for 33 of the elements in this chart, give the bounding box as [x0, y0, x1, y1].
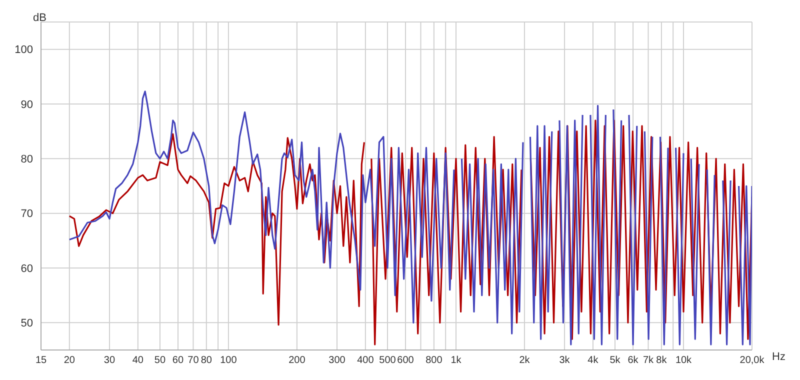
x-tick-label: 1k: [450, 355, 462, 366]
x-tick-label: 600: [397, 355, 414, 366]
x-tick-label: 20: [64, 355, 76, 366]
x-tick-label: 200: [288, 355, 306, 366]
x-tick-label: 500: [379, 355, 396, 366]
x-tick-label: 300: [328, 355, 346, 366]
x-tick-label: 20,0k: [740, 355, 766, 366]
x-tick-label: 2k: [519, 355, 531, 366]
x-tick-label: 5k: [610, 355, 622, 366]
x-axis-title: Hz: [772, 350, 786, 363]
x-tick-label: 8k: [656, 355, 668, 366]
x-tick-label: 60: [172, 355, 184, 366]
y-tick-label: 80: [20, 154, 33, 166]
y-axis-title: dB: [33, 12, 46, 24]
x-tick-label: 15: [35, 355, 47, 366]
x-tick-label: 40: [132, 355, 144, 366]
x-tick-label: 7k: [642, 355, 655, 366]
x-tick-label: 4k: [588, 355, 600, 366]
y-tick-label: 100: [14, 44, 33, 56]
y-tick-label: 70: [20, 208, 33, 220]
x-tick-label: 400: [357, 355, 374, 366]
x-tick-label: 3k: [559, 355, 571, 366]
x-tick-label: 6k: [628, 355, 640, 366]
x-tick-label: 50: [154, 355, 166, 366]
x-tick-label: 10k: [675, 355, 693, 366]
x-tick-label: 30: [104, 355, 116, 366]
y-tick-label: 90: [20, 98, 33, 111]
y-tick-label: 50: [20, 318, 33, 330]
x-tick-label: 70: [188, 355, 200, 366]
y-tick-label: 60: [20, 262, 33, 275]
x-tick-label: 80: [200, 355, 212, 366]
x-tick-label: 100: [220, 355, 238, 366]
x-tick-label: 800: [426, 355, 443, 366]
